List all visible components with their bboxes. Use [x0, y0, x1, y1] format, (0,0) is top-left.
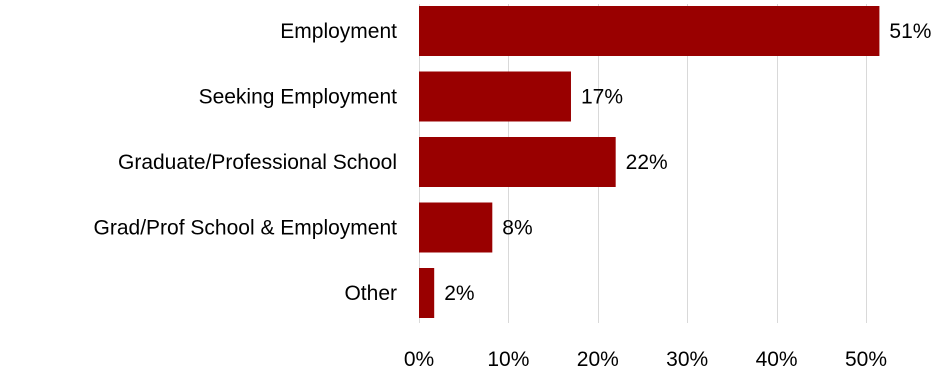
category-label: Other	[344, 282, 397, 305]
bar	[419, 202, 493, 253]
bar	[419, 71, 571, 122]
bar	[419, 137, 616, 187]
data-label: 8%	[502, 217, 532, 240]
data-label: 2%	[444, 282, 474, 305]
category-label: Seeking Employment	[199, 86, 398, 109]
data-labels: 51% 17% 22% 8% 2%	[444, 20, 931, 305]
x-tick-label: 10%	[487, 348, 529, 371]
x-tick-label: 0%	[404, 348, 434, 371]
x-tick-label: 40%	[756, 348, 798, 371]
x-axis-tick-labels: 0% 10% 20% 30% 40% 50%	[404, 348, 887, 371]
category-label: Employment	[280, 20, 397, 43]
category-labels: Employment Seeking Employment Graduate/Pro…	[94, 20, 398, 305]
data-label: 22%	[626, 151, 668, 174]
x-tick-label: 30%	[666, 348, 708, 371]
x-tick-label: 50%	[845, 348, 887, 371]
x-tick-label: 20%	[577, 348, 619, 371]
category-label: Graduate/Professional School	[118, 151, 397, 174]
bars	[419, 6, 880, 318]
category-label: Grad/Prof School & Employment	[94, 217, 398, 240]
data-label: 51%	[889, 20, 931, 43]
bar	[419, 6, 880, 56]
bar	[419, 268, 435, 318]
data-label: 17%	[581, 86, 623, 109]
